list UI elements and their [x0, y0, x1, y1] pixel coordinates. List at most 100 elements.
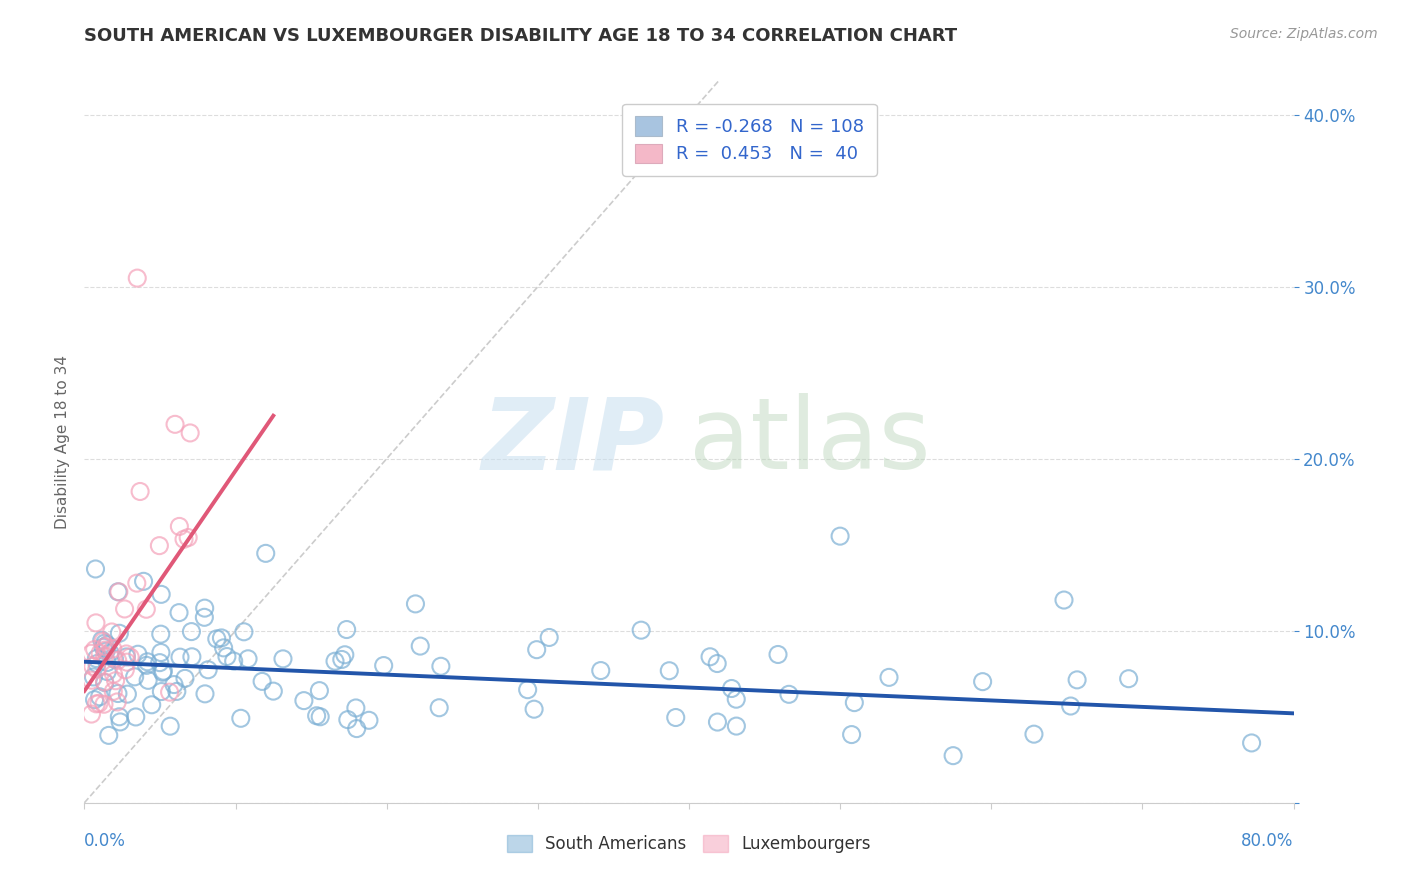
Point	[125, 710, 148, 724]
Point	[84, 562, 107, 576]
Point	[333, 648, 356, 662]
Point	[82, 659, 104, 673]
Point	[404, 597, 426, 611]
Point	[844, 696, 866, 710]
Point	[152, 664, 174, 678]
Point	[699, 649, 721, 664]
Point	[93, 674, 115, 689]
Point	[115, 655, 138, 669]
Text: Source: ZipAtlas.com: Source: ZipAtlas.com	[1230, 27, 1378, 41]
Point	[93, 675, 115, 690]
Point	[135, 658, 157, 673]
Point	[658, 664, 681, 678]
Point	[1053, 593, 1076, 607]
Point	[271, 652, 294, 666]
Point	[830, 529, 852, 543]
Legend: South Americans, Luxembourgers: South Americans, Luxembourgers	[501, 828, 877, 860]
Point	[720, 681, 742, 696]
Point	[148, 539, 170, 553]
Point	[91, 634, 114, 648]
Point	[103, 684, 125, 698]
Point	[141, 698, 163, 712]
Point	[117, 687, 139, 701]
Point	[427, 700, 450, 714]
Point	[86, 657, 108, 671]
Point	[93, 698, 115, 712]
Point	[308, 683, 330, 698]
Point	[108, 710, 131, 724]
Point	[167, 606, 190, 620]
Point	[93, 648, 115, 663]
Point	[114, 602, 136, 616]
Point	[149, 627, 172, 641]
Point	[107, 653, 129, 667]
Point	[538, 631, 561, 645]
Point	[630, 623, 652, 637]
Point	[96, 665, 118, 679]
Point	[94, 640, 117, 654]
Point	[336, 713, 359, 727]
Point	[129, 484, 152, 499]
Point	[430, 659, 453, 673]
Point	[103, 667, 125, 681]
Point	[193, 610, 215, 624]
Point	[215, 649, 238, 664]
Point	[169, 650, 191, 665]
Point	[127, 271, 149, 285]
Y-axis label: Disability Age 18 to 34: Disability Age 18 to 34	[55, 354, 70, 529]
Point	[346, 722, 368, 736]
Point	[706, 714, 728, 729]
Point	[83, 642, 105, 657]
Point	[127, 647, 149, 661]
Point	[136, 673, 159, 688]
Point	[93, 636, 115, 650]
Point	[357, 714, 380, 728]
Point	[166, 684, 188, 698]
Point	[107, 584, 129, 599]
Point	[197, 663, 219, 677]
Point	[84, 615, 107, 630]
Text: 0.0%: 0.0%	[84, 831, 127, 850]
Point	[83, 692, 105, 706]
Point	[841, 728, 863, 742]
Point	[665, 710, 688, 724]
Point	[972, 674, 994, 689]
Point	[94, 643, 117, 657]
Point	[107, 686, 129, 700]
Point	[86, 651, 108, 665]
Point	[205, 632, 228, 646]
Point	[254, 546, 277, 560]
Point	[80, 707, 103, 722]
Point	[262, 684, 284, 698]
Text: 80.0%: 80.0%	[1241, 831, 1294, 850]
Point	[212, 640, 235, 655]
Point	[877, 670, 900, 684]
Point	[179, 425, 201, 440]
Point	[942, 748, 965, 763]
Point	[1240, 736, 1263, 750]
Point	[523, 702, 546, 716]
Point	[89, 690, 111, 704]
Point	[101, 642, 124, 657]
Point	[194, 687, 217, 701]
Point	[1060, 699, 1083, 714]
Point	[100, 624, 122, 639]
Point	[229, 711, 252, 725]
Point	[82, 670, 104, 684]
Point	[125, 576, 148, 591]
Point	[173, 533, 195, 547]
Point	[149, 656, 172, 670]
Point	[336, 623, 359, 637]
Text: atlas: atlas	[689, 393, 931, 490]
Point	[194, 601, 217, 615]
Point	[766, 648, 789, 662]
Point	[90, 633, 112, 648]
Point	[1022, 727, 1045, 741]
Point	[305, 708, 328, 723]
Point	[108, 714, 131, 729]
Point	[516, 682, 538, 697]
Point	[80, 673, 103, 688]
Point	[180, 624, 202, 639]
Point	[169, 519, 191, 533]
Point	[211, 631, 233, 645]
